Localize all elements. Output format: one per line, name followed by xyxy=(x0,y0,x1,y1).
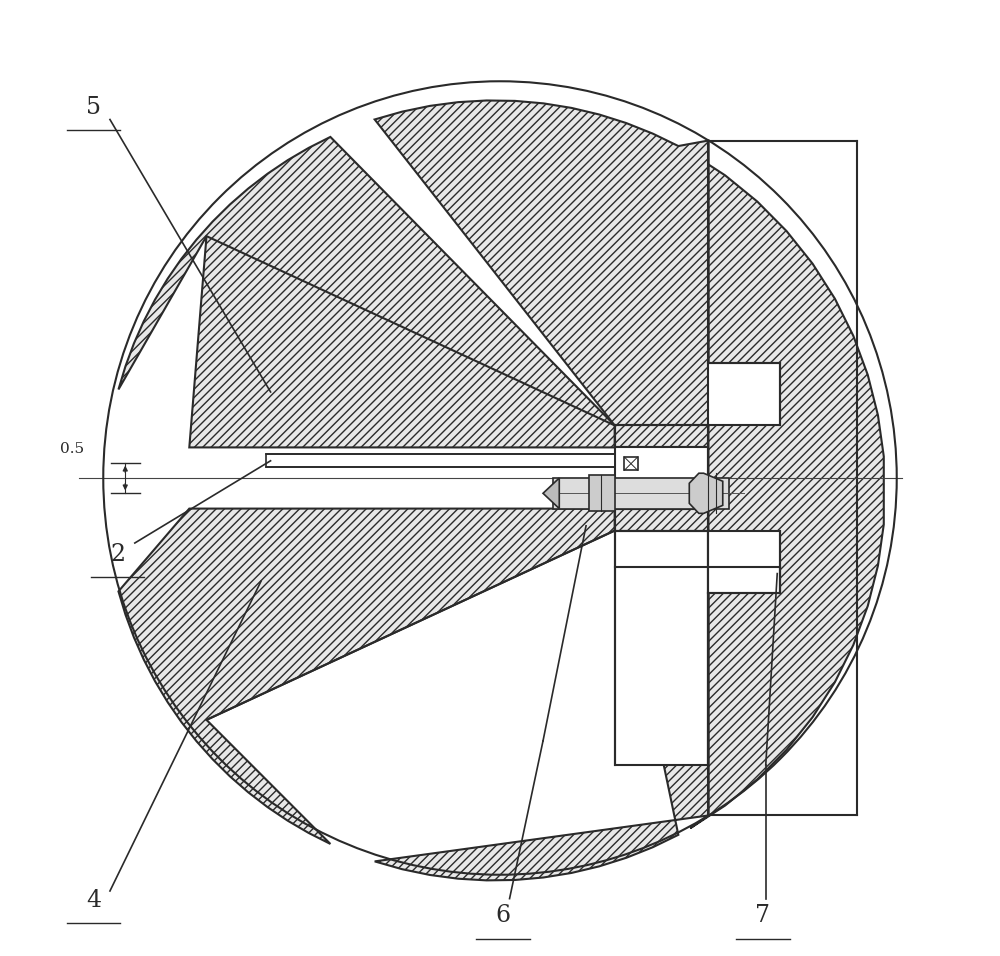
Polygon shape xyxy=(615,447,708,509)
Text: 0.5: 0.5 xyxy=(60,443,84,456)
Polygon shape xyxy=(589,475,615,511)
Text: 5: 5 xyxy=(86,96,101,119)
Polygon shape xyxy=(118,509,615,844)
Polygon shape xyxy=(615,531,708,765)
Polygon shape xyxy=(708,363,780,425)
Polygon shape xyxy=(708,531,780,593)
Polygon shape xyxy=(543,478,559,509)
Polygon shape xyxy=(266,454,615,467)
Polygon shape xyxy=(615,425,708,447)
Text: 6: 6 xyxy=(495,904,510,927)
Polygon shape xyxy=(690,141,884,828)
Text: 7: 7 xyxy=(755,904,770,927)
Polygon shape xyxy=(375,100,708,425)
Polygon shape xyxy=(624,457,638,470)
Polygon shape xyxy=(553,478,729,509)
Text: 4: 4 xyxy=(86,889,101,912)
Polygon shape xyxy=(615,509,708,531)
Text: 2: 2 xyxy=(110,543,125,566)
Polygon shape xyxy=(375,531,708,880)
Polygon shape xyxy=(689,473,723,513)
Polygon shape xyxy=(118,137,615,447)
